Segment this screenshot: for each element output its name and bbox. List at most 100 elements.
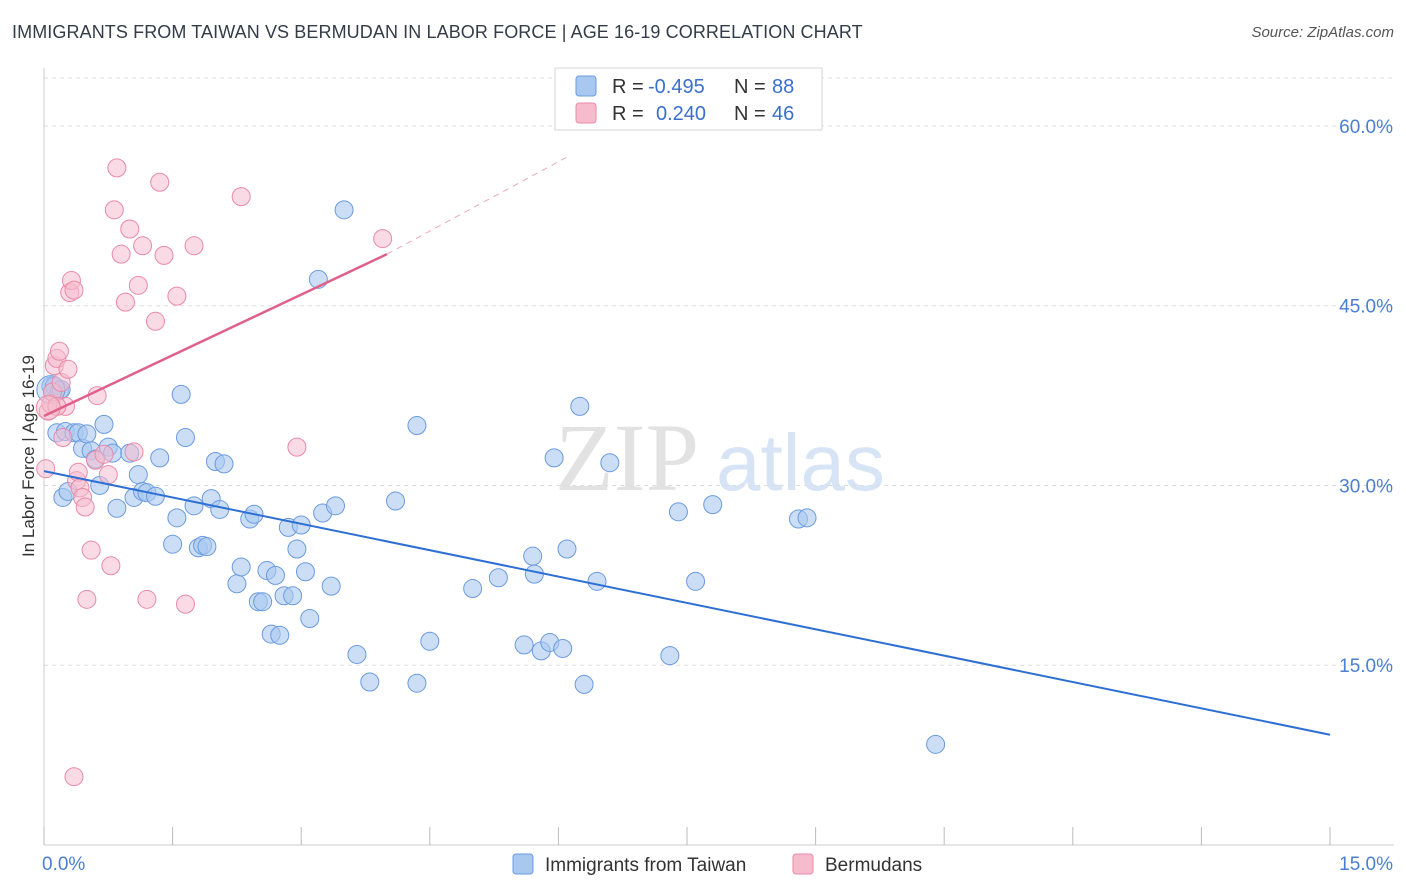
- taiwan-point-39: [227, 574, 247, 594]
- bermudans-point-large: [35, 395, 61, 421]
- taiwan-point-51: [283, 586, 303, 606]
- stats-n-value-2: 46: [772, 103, 794, 125]
- taiwan-point-63: [386, 491, 406, 511]
- stats-r-value-1: -0.495: [648, 76, 705, 98]
- taiwan-point-64: [407, 416, 427, 436]
- stats-n-value-1: 88: [772, 76, 794, 98]
- taiwan-point-54: [295, 562, 315, 582]
- taiwan-point-52: [287, 539, 307, 559]
- watermark: ZIP atlas: [555, 404, 885, 511]
- stats-legend-taiwan-swatch: [575, 75, 597, 97]
- taiwan-point-82: [668, 502, 688, 522]
- taiwan-point-12: [77, 424, 97, 444]
- trend-lines: [43, 156, 1331, 736]
- gridlines: [44, 77, 1394, 666]
- bermudans-point-27: [107, 158, 127, 178]
- bermudans-point-30: [120, 219, 140, 239]
- bermudans-point-34: [137, 589, 157, 609]
- taiwan-point-29: [171, 384, 191, 404]
- taiwan-point-44: [253, 592, 273, 612]
- series-bermudans-points: [35, 158, 393, 787]
- bermudans-point-36: [150, 172, 170, 192]
- taiwan-point-83: [686, 571, 706, 591]
- taiwan-point-65: [407, 673, 427, 693]
- bermudans-point-6: [49, 341, 69, 361]
- taiwan-point-16: [94, 414, 114, 434]
- taiwan-point-78: [574, 674, 594, 694]
- bermudans-point-18: [75, 497, 95, 517]
- watermark-atlas: atlas: [716, 418, 885, 507]
- bermudans-trend-extension: [386, 156, 568, 255]
- stats-r-label-2: R =: [612, 103, 644, 125]
- bermudans-point-35: [145, 311, 165, 331]
- taiwan-point-69: [514, 635, 534, 655]
- legend-taiwan-label: Immigrants from Taiwan: [545, 855, 746, 876]
- y-tick-label-60: 60.0%: [1339, 117, 1393, 138]
- taiwan-point-76: [557, 539, 577, 559]
- bermudans-point-32: [128, 275, 148, 295]
- bermudans-point-43: [373, 229, 393, 249]
- legend-bermudans-swatch: [792, 853, 814, 875]
- y-tick-label-15: 15.0%: [1339, 656, 1393, 677]
- taiwan-point-22: [128, 465, 148, 485]
- y-tick-labels: 15.0% 30.0% 45.0% 60.0%: [1339, 117, 1393, 677]
- legend-bermudans-label: Bermudans: [825, 855, 922, 876]
- stats-legend-box: [554, 67, 823, 131]
- stats-r-label-1: R =: [612, 76, 644, 98]
- y-tick-label-45: 45.0%: [1339, 297, 1393, 318]
- bermudans-point-39: [175, 594, 195, 614]
- bermudans-point-33: [133, 236, 153, 256]
- bermudans-point-20: [81, 540, 101, 560]
- taiwan-point-84: [703, 495, 723, 515]
- taiwan-point-19: [107, 498, 127, 518]
- bermudans-point-40: [184, 236, 204, 256]
- y-axis-title: In Labor Force | Age 16-19: [19, 355, 38, 557]
- taiwan-point-25: [145, 486, 165, 506]
- taiwan-point-48: [270, 625, 290, 645]
- axes: [43, 68, 1394, 846]
- taiwan-point-81: [660, 646, 680, 666]
- bermudans-point-10: [58, 359, 78, 379]
- taiwan-point-26: [150, 448, 170, 468]
- taiwan-point-40: [231, 557, 251, 577]
- bermudans-point-44: [64, 767, 84, 787]
- taiwan-point-55: [300, 608, 320, 628]
- taiwan-point-79: [587, 571, 607, 591]
- stats-n-label-2: N =: [734, 103, 766, 125]
- bermudans-trend-line: [43, 253, 388, 418]
- bermudans-point-19: [77, 589, 97, 609]
- taiwan-point-28: [167, 508, 187, 528]
- stats-r-value-2: 0.240: [656, 103, 706, 125]
- taiwan-point-34: [197, 537, 217, 557]
- taiwan-point-60: [334, 200, 354, 220]
- taiwan-point-86: [797, 508, 817, 528]
- taiwan-point-66: [420, 631, 440, 651]
- watermark-zip: ZIP: [555, 404, 699, 511]
- taiwan-point-71: [524, 564, 544, 584]
- legend-taiwan-swatch: [512, 853, 534, 875]
- stats-legend: R = -0.495 N = 88 R = 0.240 N = 46: [554, 67, 823, 131]
- bermudans-point-42: [287, 437, 307, 457]
- stats-legend-bermudans-swatch: [575, 102, 597, 124]
- taiwan-point-70: [523, 546, 543, 566]
- chart-title: IMMIGRANTS FROM TAIWAN VS BERMUDAN IN LA…: [12, 22, 863, 42]
- taiwan-point-61: [347, 644, 367, 664]
- taiwan-point-77: [570, 396, 590, 416]
- taiwan-point-68: [488, 568, 508, 588]
- bermudans-point-41: [231, 187, 251, 207]
- taiwan-point-67: [463, 579, 483, 599]
- taiwan-point-38: [214, 454, 234, 474]
- taiwan-point-87: [926, 734, 946, 754]
- taiwan-point-27: [163, 534, 183, 554]
- taiwan-point-59: [325, 496, 345, 516]
- bermudans-point-29: [115, 292, 135, 312]
- taiwan-point-58: [321, 576, 341, 596]
- chart-source: Source: ZipAtlas.com: [1251, 24, 1394, 41]
- bermudans-point-23: [94, 444, 114, 464]
- taiwan-trend-line: [43, 470, 1331, 736]
- bermudans-point-37: [154, 245, 174, 265]
- x-ticks: [43, 827, 1331, 845]
- bermudans-point-26: [104, 200, 124, 220]
- x-tick-label-max: 15.0%: [1339, 854, 1393, 875]
- taiwan-point-80: [600, 453, 620, 473]
